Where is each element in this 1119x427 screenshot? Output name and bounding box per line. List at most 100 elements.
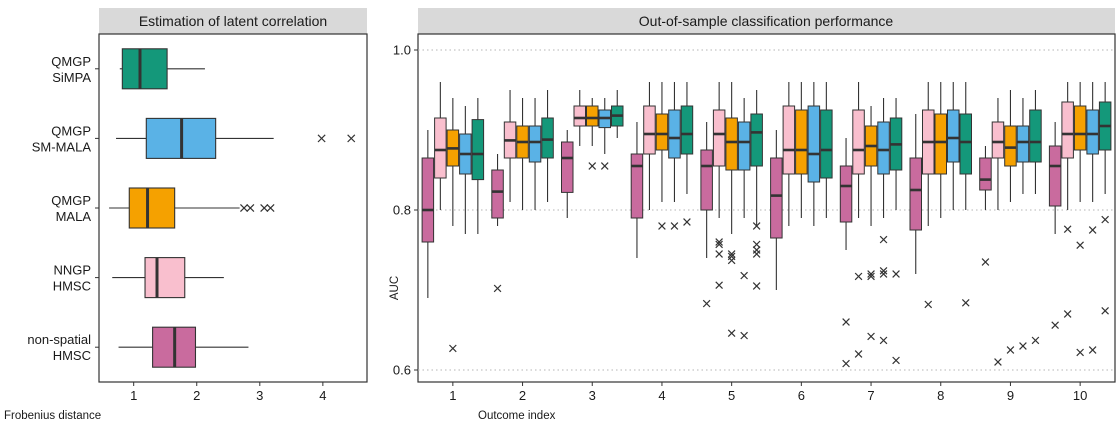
box-iqr — [947, 109, 960, 163]
box-qmgp-sm-mala — [737, 98, 751, 340]
box-qmgp-mala — [934, 82, 947, 218]
x-tick-label: 2 — [193, 388, 200, 403]
box-iqr — [541, 117, 554, 159]
outcome-group-10 — [1048, 82, 1112, 357]
outlier-stroke — [1006, 346, 1015, 354]
outlier-stroke — [715, 240, 723, 249]
outlier-stroke — [1101, 215, 1109, 224]
outlier-point — [854, 272, 863, 281]
outlier-stroke — [1063, 310, 1072, 318]
box-qmgp-mala — [109, 187, 275, 229]
outlier-stroke — [1076, 348, 1084, 357]
box-iqr — [561, 141, 574, 193]
box-nngp-hmsc — [852, 82, 865, 358]
outlier-point — [727, 329, 736, 338]
box-qmgp-simpa — [541, 90, 554, 202]
outlier-point — [1088, 226, 1097, 234]
outlier-point — [715, 238, 723, 246]
box-qmgp-simpa — [680, 82, 694, 226]
outlier-point — [240, 203, 249, 213]
outlier-point — [879, 270, 888, 278]
outlier-point — [961, 298, 970, 307]
y-tick-label-line: NNGP — [53, 263, 91, 278]
outlier-point — [879, 336, 888, 345]
box-qmgp-sm-mala — [116, 117, 356, 159]
outlier-stroke — [727, 256, 736, 265]
outlier-point — [670, 222, 679, 230]
box-non-spatial-hmsc — [630, 122, 644, 258]
box-iqr — [820, 109, 833, 179]
outlier-stroke — [924, 300, 933, 309]
box-non-spatial-hmsc — [700, 122, 713, 308]
x-tick-label: 1 — [449, 388, 456, 403]
outlier-point — [867, 332, 875, 341]
box-iqr — [725, 117, 738, 171]
box-iqr — [737, 121, 751, 171]
x-tick-label: 3 — [589, 388, 596, 403]
outcome-group-8 — [909, 82, 972, 309]
box-iqr — [668, 109, 681, 159]
box-nngp-hmsc — [434, 82, 447, 210]
outlier-point — [1076, 348, 1084, 357]
box-qmgp-mala — [1004, 90, 1017, 354]
box-non-spatial-hmsc — [421, 130, 435, 298]
outlier-stroke — [1019, 342, 1027, 350]
outlier-stroke — [994, 358, 1002, 366]
left-title-strip — [99, 8, 367, 34]
box-qmgp-mala — [864, 106, 878, 341]
outlier-stroke — [740, 271, 748, 280]
y-tick-label: QMGP SM-MALA — [32, 123, 92, 154]
box-iqr — [655, 113, 669, 151]
box-iqr — [877, 121, 890, 175]
box-non-spatial-hmsc — [118, 326, 249, 368]
box-non-spatial-hmsc — [491, 154, 504, 293]
outlier-point — [1101, 306, 1109, 315]
x-tick-label: 4 — [319, 388, 326, 403]
box-qmgp-mala — [795, 82, 808, 218]
box-qmgp-sm-mala — [807, 82, 821, 226]
y-tick-label-line: HMSC — [53, 348, 91, 363]
box-iqr — [807, 105, 821, 183]
outlier-stroke — [892, 270, 900, 278]
box-qmgp-mala — [1073, 82, 1087, 357]
outcome-group-6 — [770, 82, 833, 290]
outlier-stroke — [842, 359, 850, 368]
outlier-stroke — [1088, 226, 1097, 234]
right-plot-frame — [417, 33, 1116, 383]
outlier-point — [854, 350, 863, 358]
outlier-point — [449, 344, 457, 353]
outlier-point — [715, 281, 723, 290]
box-iqr — [979, 157, 992, 191]
outlier-point — [879, 266, 888, 275]
box-iqr — [528, 125, 542, 163]
box-iqr — [1048, 145, 1062, 207]
outlier-stroke — [658, 222, 666, 230]
box-iqr — [434, 117, 447, 179]
box-qmgp-sm-mala — [877, 98, 890, 345]
outlier-stroke — [981, 258, 990, 266]
box-qmgp-sm-mala — [459, 106, 472, 234]
outlier-point — [1051, 321, 1059, 330]
y-tick-label-line: SM-MALA — [32, 139, 92, 154]
box-iqr — [991, 121, 1005, 159]
y-tick-label: non-spatial HMSC — [27, 332, 91, 363]
box-qmgp-mala — [655, 82, 669, 230]
box-iqr — [680, 105, 694, 155]
outlier-stroke — [854, 272, 863, 281]
outlier-stroke — [752, 240, 761, 249]
outlier-point — [867, 270, 875, 278]
outlier-stroke — [240, 203, 249, 213]
outlier-stroke — [600, 162, 609, 170]
outlier-point — [879, 235, 888, 244]
outlier-point — [1088, 346, 1097, 354]
outlier-point — [588, 162, 597, 170]
outlier-stroke — [879, 270, 888, 278]
outlier-point — [1076, 241, 1084, 250]
box-iqr — [1086, 109, 1099, 155]
outlier-point — [317, 134, 326, 143]
box-nngp-hmsc — [991, 98, 1005, 366]
x-tick-label: 6 — [798, 388, 805, 403]
box-iqr — [852, 109, 865, 175]
box-qmgp-simpa — [1029, 90, 1042, 345]
